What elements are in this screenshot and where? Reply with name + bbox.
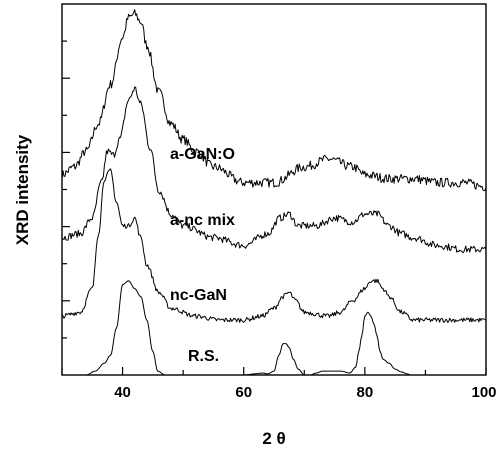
x-tick-label: 80 xyxy=(357,384,374,401)
series-label-a-gan-o: a-GaN:O xyxy=(170,146,235,163)
series-line-nc-gan xyxy=(61,168,487,323)
x-tick-label: 60 xyxy=(235,384,252,401)
series-label-a-nc-mix: a-nc mix xyxy=(170,212,235,229)
x-tick-labels: 40 60 80 100 xyxy=(114,384,496,401)
series-line-r-s- xyxy=(62,280,486,376)
x-axis-label: 2 θ xyxy=(262,429,285,448)
plot-frame xyxy=(61,3,487,376)
series-labels: a-GaN:O a-nc mix nc-GaN R.S. xyxy=(170,146,235,365)
y-tick-marks xyxy=(62,40,70,339)
x-tick-label: 100 xyxy=(471,384,496,401)
series-line-a-nc-mix xyxy=(61,86,487,254)
series-label-nc-gan: nc-GaN xyxy=(170,287,227,304)
series-curves xyxy=(61,9,487,376)
series-label-r-s-: R.S. xyxy=(188,348,219,365)
y-axis-label: XRD intensity xyxy=(13,134,32,245)
x-tick-label: 40 xyxy=(114,384,131,401)
series-line-a-gan-o xyxy=(61,9,487,192)
